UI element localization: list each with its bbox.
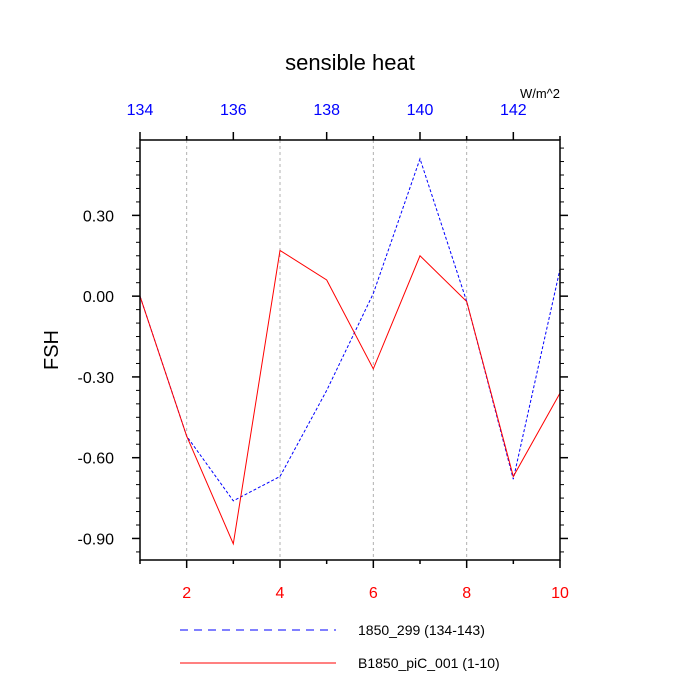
x-bottom-tick-label: 8 [462,585,471,602]
x-bottom-tick-label: 4 [276,585,285,602]
y-tick-label: -0.30 [78,370,115,387]
x-top-tick-label: 140 [407,102,434,119]
y-tick-label: -0.60 [78,451,115,468]
series-line-1 [139,157,561,502]
series-lines [139,157,561,546]
y-tick-label: 0.00 [83,289,114,306]
x-bottom-tick-label: 6 [369,585,378,602]
x-top-tick-label: 136 [220,102,247,119]
legend-label-2: B1850_piC_001 (1-10) [358,655,500,671]
legend-label-1: 1850_299 (134-143) [358,622,485,638]
axis-ticks [132,132,568,568]
y-tick-label: -0.90 [78,531,115,548]
tick-labels: 2 4 6 8 10 134 136 138 140 142 -0.90 -0.60 -0.30 0.00… [78,102,569,602]
y-tick-label: 0.30 [83,208,114,225]
plot-frame [139,139,561,561]
grid-lines [186,140,468,560]
legend: 1850_299 (134-143) B1850_piC_001 (1-10) [180,622,500,671]
x-bottom-tick-label: 10 [551,585,569,602]
y-axis-label: FSH [41,330,63,370]
x-bottom-tick-label: 2 [182,585,191,602]
units-label: W/m^2 [520,86,560,101]
chart-title: sensible heat [285,50,415,75]
x-top-tick-label: 138 [313,102,340,119]
x-top-tick-label: 142 [500,102,527,119]
x-top-tick-label: 134 [127,102,154,119]
series-line-2 [139,249,561,546]
